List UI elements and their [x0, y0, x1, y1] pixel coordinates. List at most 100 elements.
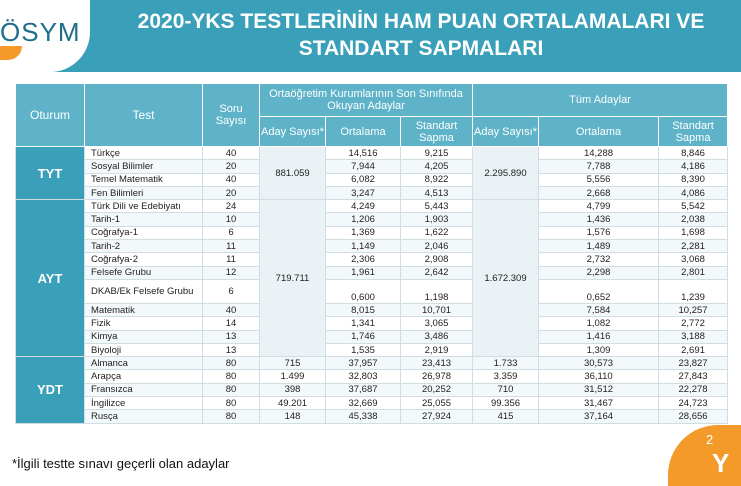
soru-cell: 11 — [202, 252, 260, 267]
aday-cell-2: 710 — [472, 382, 539, 398]
test-name-cell: Felsefe Grubu — [84, 265, 203, 280]
aday-cell-1: 148 — [259, 409, 326, 424]
ss-cell-1: 5,443 — [400, 199, 473, 214]
soru-cell: 20 — [202, 159, 260, 174]
ss-cell-1: 25,055 — [400, 396, 473, 411]
aday-cell-1: 49.201 — [259, 396, 326, 411]
ss-cell-1: 1,903 — [400, 212, 473, 227]
header-banner: ÖSYM 2020-YKS TESTLERİNİN HAM PUAN ORTAL… — [0, 0, 741, 72]
results-table: Oturum Test Soru Sayısı Ortaöğretim Kuru… — [15, 83, 729, 424]
ss-cell-2: 8,846 — [657, 145, 729, 161]
soru-cell: 80 — [202, 396, 260, 411]
ortalama-cell-2: 7,788 — [538, 159, 659, 174]
ss-cell-2: 2,691 — [657, 342, 729, 358]
table-row: DKAB/Ek Felsefe Grubu 6 0,600 1,198 0,652 1,2… — [16, 278, 729, 304]
ss-cell-2: 2,281 — [657, 239, 729, 254]
ss-cell-2: 3,068 — [657, 252, 729, 267]
table-row: YDT Almanca 80 715 37,957 23,413 1.733 30,573 23… — [15, 356, 729, 424]
ss-cell-2: 3,188 — [657, 329, 729, 344]
ss-cell-1: 23,413 — [400, 356, 473, 371]
ss-cell-2: 27,843 — [657, 369, 729, 384]
ss-cell-2: 2,772 — [657, 316, 729, 331]
ss-cell-1: 1,198 — [400, 278, 473, 304]
ortalama-cell-1: 37,687 — [325, 382, 401, 398]
test-name-cell: Tarih-2 — [84, 239, 203, 254]
ss-cell-1: 1,622 — [400, 225, 473, 241]
header-aday-1: Aday Sayısı* — [259, 116, 326, 147]
soru-cell: 13 — [202, 342, 260, 358]
soru-cell: 6 — [202, 225, 260, 241]
ortalama-cell-1: 6,082 — [325, 172, 401, 187]
table-row: Felsefe Grubu 12 1,961 2,642 2,298 2,801 — [16, 265, 729, 280]
test-name-cell: DKAB/Ek Felsefe Grubu — [84, 278, 203, 304]
ss-cell-2: 22,278 — [657, 382, 729, 398]
ortalama-cell-2: 2,668 — [538, 185, 659, 201]
ss-cell-2: 2,038 — [657, 212, 729, 227]
ortalama-cell-2: 1,309 — [538, 342, 659, 358]
ss-cell-1: 3,486 — [400, 329, 473, 344]
table-row: Tarih-2 11 1,149 2,046 1,489 2,281 — [16, 239, 729, 254]
ortalama-cell-1: 0,600 — [325, 278, 401, 304]
ortalama-cell-1: 2,306 — [325, 252, 401, 267]
table-row: TYT Türkçe 40 881.059 14,516 9,215 2.295.890 14… — [15, 145, 729, 201]
ss-cell-1: 8,922 — [400, 172, 473, 187]
logo-swoosh-icon — [0, 46, 22, 60]
ortalama-cell-1: 37,957 — [325, 356, 401, 371]
test-name-cell: Almanca — [84, 356, 203, 371]
table-row: Arapça 80 1.499 32,803 26,978 3.359 36,110 27,8… — [16, 369, 729, 384]
header-ortalama-1: Ortalama — [325, 116, 401, 147]
test-name-cell: Türkçe — [84, 145, 203, 161]
aday-merged-ayt-1: 719.711 — [259, 199, 326, 358]
aday-cell-2: 415 — [472, 409, 539, 424]
table-row: Fen Bilimleri 20 3,247 4,513 2,668 4,086 — [16, 185, 729, 201]
ss-cell-2: 23,827 — [657, 356, 729, 371]
page-title: 2020-YKS TESTLERİNİN HAM PUAN ORTALAMALA… — [96, 8, 741, 62]
header-standart-1: Standart Sapma — [400, 116, 473, 147]
header-standart-2: Standart Sapma — [657, 116, 729, 147]
test-name-cell: Temel Matematik — [84, 172, 203, 187]
corner-text-a: 2 — [706, 432, 714, 447]
ss-cell-2: 2,801 — [657, 265, 729, 280]
corner-text-b: Y — [712, 448, 730, 478]
table-row: Matematik 40 8,015 10,701 7,584 10,257 — [16, 302, 729, 318]
test-name-cell: Tarih-1 — [84, 212, 203, 227]
table-row: Temel Matematik 40 6,082 8,922 5,556 8,390 — [16, 172, 729, 187]
ss-cell-1: 20,252 — [400, 382, 473, 398]
test-name-cell: Fen Bilimleri — [84, 185, 203, 201]
ortalama-cell-2: 14,288 — [538, 145, 659, 161]
soru-cell: 10 — [202, 212, 260, 227]
ortalama-cell-2: 1,576 — [538, 225, 659, 241]
ss-cell-2: 1,239 — [657, 278, 729, 304]
table-row: Rusça 80 148 45,338 27,924 415 37,164 28,656 — [16, 409, 729, 424]
ss-cell-1: 2,908 — [400, 252, 473, 267]
table-row: Fizik 14 1,341 3,065 1,082 2,772 — [16, 316, 729, 331]
soru-cell: 20 — [202, 185, 260, 201]
ss-cell-2: 24,723 — [657, 396, 729, 411]
ortalama-cell-2: 5,556 — [538, 172, 659, 187]
ortalama-cell-2: 1,416 — [538, 329, 659, 344]
header-oturum: Oturum — [15, 83, 85, 147]
ortalama-cell-2: 37,164 — [538, 409, 659, 424]
test-name-cell: Matematik — [84, 302, 203, 318]
test-name-cell: Sosyal Bilimler — [84, 159, 203, 174]
test-name-cell: Kimya — [84, 329, 203, 344]
table-body: TYT Türkçe 40 881.059 14,516 9,215 2.295.890 14… — [15, 145, 729, 424]
footnote: *İlgili testte sınavı geçerli olan adayl… — [12, 456, 230, 471]
ortalama-cell-2: 1,082 — [538, 316, 659, 331]
soru-cell: 12 — [202, 265, 260, 280]
ss-cell-1: 2,919 — [400, 342, 473, 358]
ortalama-cell-2: 30,573 — [538, 356, 659, 371]
ss-cell-1: 27,924 — [400, 409, 473, 424]
ortalama-cell-2: 1,436 — [538, 212, 659, 227]
ortalama-cell-2: 36,110 — [538, 369, 659, 384]
ortalama-cell-2: 31,512 — [538, 382, 659, 398]
test-name-cell: Coğrafya-2 — [84, 252, 203, 267]
table-row: İngilizce 80 49.201 32,669 25,055 99.356 31,46… — [16, 396, 729, 411]
table-row: Sosyal Bilimler 20 7,944 4,205 7,788 4,186 — [16, 159, 729, 174]
aday-cell-2: 1.733 — [472, 356, 539, 371]
test-name-cell: Türk Dili ve Edebiyatı — [84, 199, 203, 214]
aday-cell-2: 3.359 — [472, 369, 539, 384]
ortalama-cell-2: 0,652 — [538, 278, 659, 304]
ss-cell-1: 3,065 — [400, 316, 473, 331]
ortalama-cell-2: 2,732 — [538, 252, 659, 267]
